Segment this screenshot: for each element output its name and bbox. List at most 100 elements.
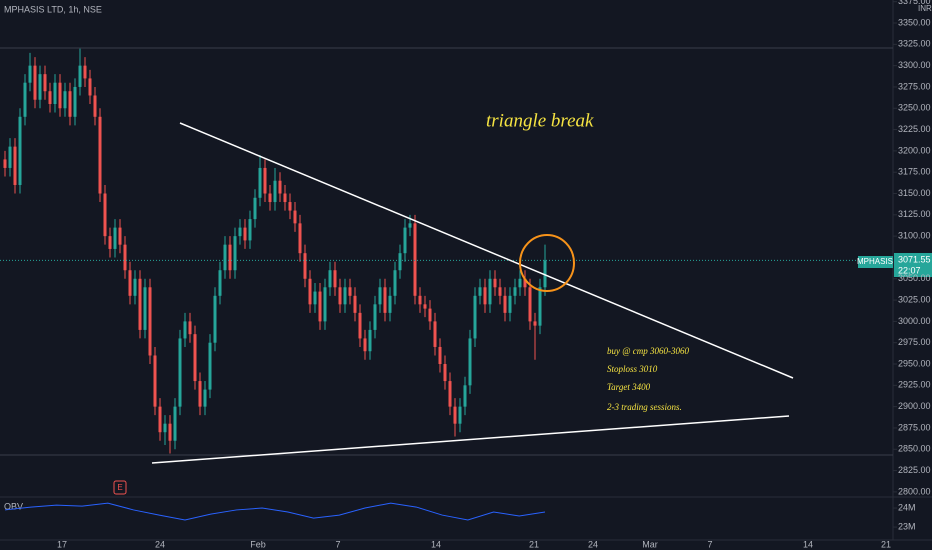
candle-body <box>303 253 307 279</box>
candle-body <box>438 346 442 365</box>
event-marker-label[interactable]: E <box>117 483 122 492</box>
candle-body <box>403 227 407 254</box>
candle-body <box>408 223 412 228</box>
candle-body <box>238 227 242 237</box>
x-tick-label: 7 <box>707 539 712 549</box>
candle-body <box>508 295 512 313</box>
currency: INR <box>918 4 932 13</box>
event-marker[interactable] <box>113 480 127 495</box>
candle-body <box>318 291 322 322</box>
candle-body <box>168 423 172 441</box>
y-tick-label: 3000.00 <box>898 316 931 326</box>
candle-body <box>448 381 452 407</box>
candle-body <box>473 295 477 339</box>
x-tick-label: 14 <box>803 539 813 549</box>
y-tick-label: 3150.00 <box>898 188 931 198</box>
candle-body <box>68 91 72 117</box>
candle-body <box>358 312 362 339</box>
candle-body <box>493 278 497 288</box>
candle-body <box>258 167 262 198</box>
candle-body <box>313 291 317 305</box>
candle-body <box>423 304 427 309</box>
symbol-tag <box>858 256 893 268</box>
candle-body <box>53 82 57 105</box>
note: Target 3400 <box>607 382 651 392</box>
annotation: triangle break <box>486 110 594 131</box>
candle-body <box>453 406 457 424</box>
y-tick-label: 3200.00 <box>898 145 931 155</box>
x-tick-label: 14 <box>431 539 441 549</box>
candle-body <box>503 295 507 313</box>
candle-body <box>148 287 152 356</box>
y-tick-label: 3250.00 <box>898 103 931 113</box>
candle-body <box>93 95 97 117</box>
candle-body <box>243 227 247 241</box>
candle-body <box>198 381 202 407</box>
x-tick-label: 24 <box>588 539 598 549</box>
candle-body <box>418 295 422 305</box>
price-tag-label: 3071.55 <box>898 254 931 264</box>
candle-body <box>223 244 227 271</box>
candle-body <box>348 287 352 296</box>
candle-body <box>298 223 302 254</box>
candle-body <box>188 321 192 335</box>
candle-body <box>283 193 287 203</box>
candle-body <box>428 308 432 322</box>
candle-body <box>368 329 372 352</box>
candle-body <box>533 321 537 326</box>
candle-body <box>158 406 162 433</box>
y-tick-label: 3025.00 <box>898 294 931 304</box>
candle-body <box>388 295 392 313</box>
y-tick-label: 2900.00 <box>898 401 931 411</box>
candle-body <box>463 385 467 407</box>
candle-body <box>343 287 347 305</box>
candle-body <box>263 167 267 194</box>
candle-body <box>523 278 527 288</box>
trendline <box>179 122 794 379</box>
x-tick-label: 17 <box>57 539 67 549</box>
candle-body <box>13 146 17 185</box>
candle-body <box>538 287 542 326</box>
candle-body <box>63 91 67 109</box>
symbol-tag-label: MPHASIS <box>857 257 893 266</box>
candle-body <box>23 82 27 117</box>
candle-body <box>248 219 252 241</box>
y-tick-label: 3125.00 <box>898 209 931 219</box>
candle-body <box>78 65 82 87</box>
candle-body <box>113 227 117 249</box>
x-tick-label: Feb <box>250 539 266 549</box>
candle-body <box>378 287 382 305</box>
candle-body <box>203 389 207 407</box>
y-tick-label: 3100.00 <box>898 231 931 241</box>
candle-body <box>173 406 177 441</box>
candle-body <box>213 295 217 343</box>
candle-body <box>323 287 327 322</box>
candles <box>0 48 858 454</box>
candle-body <box>163 423 167 433</box>
candle-body <box>48 91 52 105</box>
note: 2-3 trading sessions. <box>607 402 682 412</box>
candle-body <box>228 244 232 271</box>
candle-body <box>83 65 87 79</box>
candle-body <box>333 270 337 288</box>
y-tick-label: 2925.00 <box>898 380 931 390</box>
candle-body <box>468 338 472 386</box>
y-tick-label: 2875.00 <box>898 422 931 432</box>
y-tick-label: 3350.00 <box>898 17 931 27</box>
indicator-label: OBV <box>4 501 23 511</box>
candle-body <box>28 65 32 83</box>
candle-body <box>338 287 342 305</box>
note: buy @ cmp 3060-3060 <box>607 346 690 356</box>
candle-body <box>138 278 142 330</box>
candle-body <box>268 193 272 203</box>
candle-body <box>88 78 92 96</box>
x-tick-label: 24 <box>155 539 165 549</box>
candle-body <box>518 278 522 288</box>
x-tick-label: 21 <box>529 539 539 549</box>
y-tick-label: 3050.00 <box>898 273 931 283</box>
candle-body <box>478 287 482 296</box>
candle-body <box>458 406 462 424</box>
y-tick-label: 3375.00 <box>898 0 931 6</box>
